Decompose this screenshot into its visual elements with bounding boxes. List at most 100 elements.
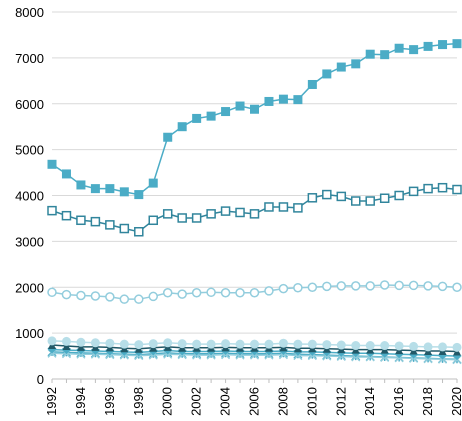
series-2-point-2014: [365, 196, 375, 206]
y-tick-label-4000: 4000: [15, 189, 44, 204]
series-2-point-2003: [206, 209, 216, 219]
series-3-point-2014: [365, 281, 375, 291]
x-tick-label-2006: 2006: [247, 387, 262, 416]
series-3-point-2001: [177, 289, 187, 299]
series-3-point-2007: [264, 286, 274, 296]
gridlines: [52, 11, 457, 334]
series-4-point-1998: [134, 340, 144, 350]
y-tick-label-7000: 7000: [15, 51, 44, 66]
series-2-point-2009: [293, 203, 303, 213]
series-4-point-2002: [192, 339, 202, 349]
series-1-point-2008: [278, 94, 288, 104]
x-tick-label-2016: 2016: [391, 387, 406, 416]
series-1-point-1995: [90, 184, 100, 194]
series-1-point-2003: [206, 111, 216, 121]
series-3-point-2016: [394, 280, 404, 291]
series-group: [47, 39, 462, 365]
series-4-point-2003: [206, 339, 216, 349]
x-tick-label-2014: 2014: [362, 387, 377, 416]
series-3-point-1994: [76, 290, 86, 301]
series-1-point-2015: [380, 50, 390, 60]
series-4-point-2001: [177, 339, 187, 349]
series-2-point-1997: [119, 223, 130, 234]
series-3-point-2004: [220, 288, 231, 298]
x-tick-label-1994: 1994: [73, 387, 88, 416]
series-1-point-2005: [235, 101, 245, 111]
series-4-point-1997: [119, 339, 129, 349]
series-2-point-2012: [336, 191, 347, 202]
series-1-point-2001: [177, 122, 187, 132]
series-4-point-2012: [336, 340, 346, 350]
series-2-point-1992: [47, 205, 57, 216]
series-4-point-2015: [380, 341, 390, 351]
series-1-point-1996: [105, 184, 115, 194]
y-tick-label-3000: 3000: [15, 234, 44, 249]
series-2-point-2000: [162, 209, 173, 219]
series-1-point-2002: [192, 113, 202, 123]
series-2-point-2010: [307, 193, 318, 203]
series-4-point-2011: [322, 340, 332, 350]
series-3-point-2008: [278, 283, 289, 294]
series-4-point-2008: [278, 338, 288, 348]
series-1: [47, 39, 462, 200]
series-2-point-2007: [264, 202, 274, 212]
series-1-point-2012: [336, 62, 346, 72]
series-2: [47, 182, 462, 237]
x-tick-label-2020: 2020: [449, 387, 462, 416]
series-3-point-1995: [90, 291, 101, 301]
series-3-point-2011: [322, 281, 332, 292]
series-2-point-1993: [61, 210, 72, 221]
y-tick-labels: 0 1000 2000 3000 4000 5000 6000 7000 8000: [15, 5, 44, 387]
series-3-point-1993: [61, 289, 72, 300]
series-3-point-2000: [162, 288, 173, 298]
series-3-point-1997: [119, 294, 130, 304]
series-5: [48, 341, 461, 356]
series-4-point-2006: [250, 339, 259, 349]
series-1-point-2011: [322, 69, 332, 79]
series-2-point-2002: [191, 213, 202, 223]
series-4-point-2005: [235, 339, 245, 349]
series-4-point-1992: [47, 336, 57, 346]
series-3-point-2015: [379, 280, 390, 290]
series-3-point-1992: [47, 287, 57, 298]
series-4-point-2013: [351, 341, 361, 351]
series-1-point-2019: [438, 40, 448, 50]
series-4-point-1994: [76, 337, 86, 347]
series-4-point-2020: [452, 342, 462, 352]
series-4-point-2018: [423, 342, 433, 352]
series-1-point-1992: [47, 159, 57, 169]
series-3-point-2003: [206, 287, 216, 298]
series-2-point-2019: [437, 182, 448, 193]
y-tick-label-1000: 1000: [15, 326, 44, 341]
x-tick-label-2008: 2008: [275, 387, 290, 416]
series-1-point-2013: [351, 59, 361, 69]
series-2-point-2006: [249, 209, 260, 219]
series-2-point-1994: [76, 215, 86, 226]
series-1-point-2000: [163, 132, 173, 142]
series-4-point-1999: [148, 339, 158, 349]
series-4: [47, 336, 462, 352]
series-1-point-1997: [119, 187, 129, 197]
series-3-point-1998: [134, 294, 144, 304]
series-2-point-1995: [90, 216, 101, 227]
series-1-point-2018: [423, 41, 433, 51]
series-4-point-2004: [221, 339, 231, 349]
series-4-point-2007: [264, 339, 274, 349]
series-2-point-1999: [148, 215, 158, 226]
series-4-point-1996: [105, 338, 115, 348]
series-3-point-2019: [437, 281, 448, 292]
y-tick-label-8000: 8000: [15, 5, 44, 20]
series-1-point-2010: [307, 79, 317, 89]
series-1-point-2006: [250, 104, 259, 114]
series-3-point-1996: [105, 292, 115, 302]
series-3-point-2006: [249, 288, 260, 298]
y-tick-label-5000: 5000: [15, 143, 44, 158]
axes: [51, 378, 458, 383]
series-4-point-2010: [307, 339, 317, 349]
series-1-point-2007: [264, 96, 274, 106]
x-tick-label-2002: 2002: [189, 387, 204, 416]
series-4-point-1995: [90, 338, 100, 348]
x-tick-label-2018: 2018: [420, 387, 435, 416]
y-tick-label-2000: 2000: [15, 280, 44, 295]
